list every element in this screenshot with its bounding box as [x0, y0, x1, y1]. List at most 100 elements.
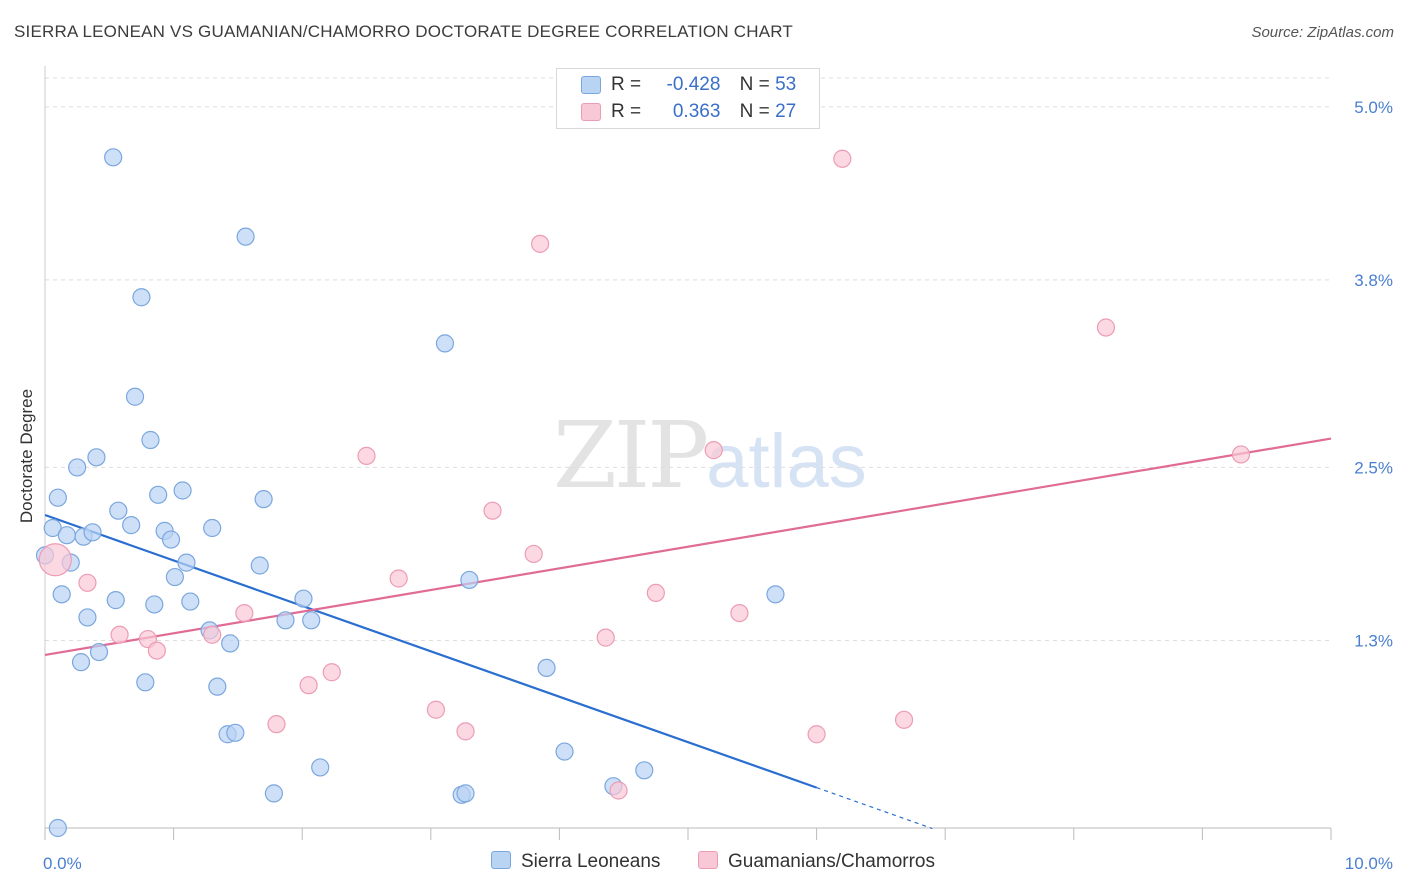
- sierra-leonean-point: [149, 485, 168, 504]
- x-tick-label: 0.0%: [43, 854, 82, 873]
- guamanian-point: [299, 676, 318, 695]
- guamanian-point: [894, 710, 914, 729]
- guamanian-point: [38, 543, 72, 577]
- guamanian-point: [456, 722, 475, 741]
- sierra-leonean-point: [635, 761, 654, 780]
- guamanian-point: [147, 641, 166, 660]
- sierra-leonean-point: [43, 518, 62, 538]
- guamanian-point: [110, 625, 129, 644]
- sierra-leonean-point: [203, 518, 222, 538]
- y-tick-label: 3.8%: [1354, 271, 1393, 290]
- n-label: N =: [739, 74, 770, 95]
- r-label: R =: [611, 74, 642, 95]
- sierra-leonean-point: [236, 227, 255, 246]
- axes: [44, 66, 1332, 840]
- source-credit: Source: ZipAtlas.com: [1251, 24, 1394, 41]
- sierra-leonean-point: [161, 530, 181, 549]
- watermark: ZIPatlas: [553, 402, 867, 509]
- chart-title: SIERRA LEONEAN VS GUAMANIAN/CHAMORRO DOC…: [14, 22, 794, 41]
- stats-legend: R = -0.428 N = 53 R = 0.363 N = 27: [556, 68, 820, 129]
- guamanian-point: [357, 446, 376, 465]
- sierra-leonean-point: [52, 585, 71, 604]
- guamanian-point: [203, 625, 222, 644]
- n-value: 53: [775, 74, 797, 95]
- r-value: -0.428: [666, 74, 721, 95]
- sierra-leonean-point: [68, 458, 87, 477]
- guamanian-point: [78, 573, 97, 592]
- y-axis-label: Doctorate Degree: [17, 389, 36, 523]
- guamanian-point: [704, 441, 723, 460]
- sierra-leonean-point: [136, 673, 155, 692]
- sierra-leonean-point: [302, 611, 321, 630]
- sierra-leonean-point: [165, 567, 184, 587]
- guamanian-point: [609, 781, 628, 800]
- sierra-leonean-point: [254, 490, 273, 509]
- sierra-leonean-point: [104, 148, 123, 167]
- sierra-leonean-point: [109, 501, 128, 520]
- sierra-leonean-point: [141, 430, 160, 450]
- r-label: R =: [611, 101, 642, 122]
- sierra-leonean-point: [87, 448, 106, 467]
- sierra-leonean-point: [125, 387, 145, 406]
- blue-swatch: [581, 75, 601, 94]
- sierra-leonean-point: [132, 288, 151, 307]
- y-tick-label: 2.5%: [1354, 458, 1393, 477]
- watermark-zip: ZIP: [553, 402, 709, 509]
- guamanian-point: [235, 603, 254, 623]
- sierra-leonean-point: [57, 526, 76, 545]
- trendlines: [44, 437, 1332, 830]
- sierra-leonean-point: [78, 608, 97, 627]
- sierra-leonean-point: [48, 488, 67, 507]
- sierra-leonean-point: [264, 784, 284, 803]
- n-label: N =: [739, 101, 770, 122]
- tick-labels: 1.3% 2.5% 3.8% 5.0% 0.0% 10.0% Doctorate Degre…: [17, 98, 1393, 873]
- guamanian-point: [646, 583, 665, 603]
- sierra-leonean-point: [221, 634, 240, 653]
- sierra-leonean-point: [250, 556, 269, 575]
- sierra-leonean-point: [294, 589, 313, 608]
- sierra-leonean-point: [177, 553, 196, 572]
- sierra-leonean-point: [456, 784, 475, 803]
- guamanian-point: [833, 149, 852, 168]
- sierra-leonean-point: [83, 523, 102, 542]
- stats-legend-row-blue: R = -0.428 N = 53: [581, 74, 796, 98]
- pink-swatch: [698, 851, 718, 869]
- sierra-leonean-point: [48, 818, 67, 838]
- pink-swatch: [581, 102, 601, 121]
- data-points: [35, 148, 1251, 838]
- sierra-leonean-point: [89, 642, 109, 662]
- n-value: 27: [775, 101, 797, 122]
- y-tick-label: 5.0%: [1354, 98, 1393, 117]
- trendline-guamanians: [44, 437, 1332, 657]
- r-value: 0.363: [672, 101, 721, 122]
- guamanian-point: [524, 544, 543, 564]
- legend-label: Guamanians/Chamorros: [728, 851, 935, 872]
- sierra-leonean-point: [226, 723, 245, 742]
- trendline-sierra-leoneans: [44, 513, 817, 789]
- legend-label: Sierra Leoneans: [521, 851, 661, 872]
- guamanian-point: [322, 663, 341, 682]
- sierra-leonean-point: [145, 595, 164, 614]
- sierra-leonean-point: [537, 658, 556, 678]
- legend-item-guamanians: Guamanians/Chamorros: [698, 851, 935, 873]
- sierra-leonean-point: [181, 592, 200, 611]
- legend-item-sierra-leoneans: Sierra Leoneans: [491, 851, 660, 873]
- guamanian-point: [389, 569, 408, 588]
- guamanian-point: [1231, 445, 1251, 464]
- grid-lines: [45, 77, 1331, 641]
- sierra-leonean-point: [208, 677, 227, 696]
- sierra-leonean-point: [173, 481, 192, 500]
- guamanian-point: [730, 603, 749, 623]
- watermark-atlas: atlas: [706, 419, 867, 504]
- guamanian-point: [807, 725, 826, 744]
- sierra-leonean-point: [276, 611, 295, 630]
- guamanian-point: [426, 700, 446, 719]
- sierra-leonean-point: [311, 758, 330, 777]
- guamanian-point: [267, 715, 286, 734]
- guamanian-point: [1096, 318, 1116, 337]
- sierra-leonean-point: [460, 570, 479, 590]
- guamanian-point: [531, 234, 550, 253]
- trendline-extension: [816, 787, 933, 830]
- stats-legend-row-pink: R = 0.363 N = 27: [581, 101, 796, 125]
